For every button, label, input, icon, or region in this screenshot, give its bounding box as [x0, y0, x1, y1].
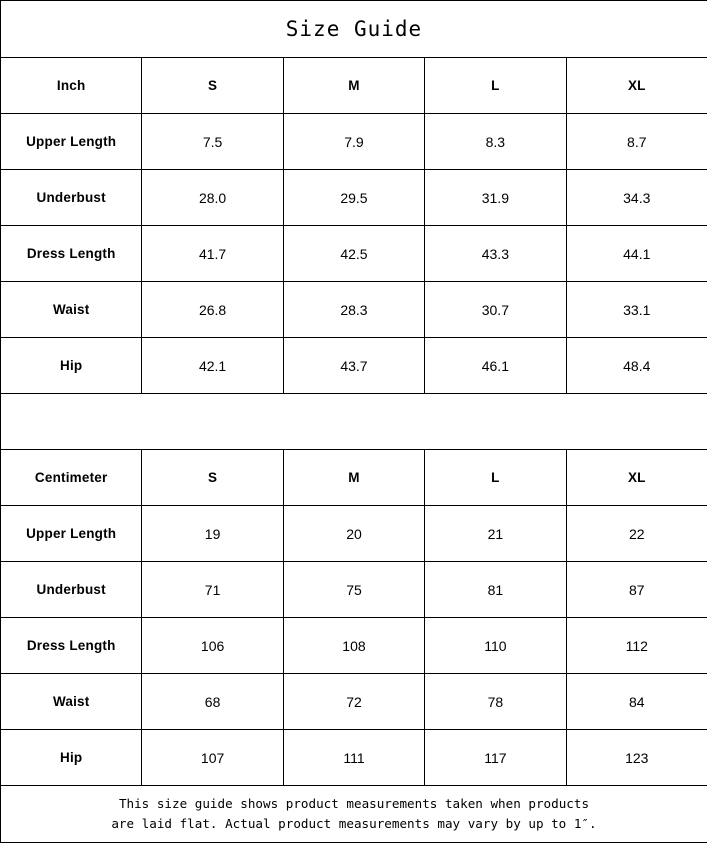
table-row: Underbust 71 75 81 87	[1, 562, 707, 618]
table-row: Hip 42.1 43.7 46.1 48.4	[1, 338, 707, 394]
cell-cm-dress-length-s: 106	[142, 618, 283, 674]
cell-cm-waist-s: 68	[142, 674, 283, 730]
cell-cm-hip-l: 117	[425, 730, 566, 786]
cell-inch-underbust-xl: 34.3	[566, 170, 707, 226]
cell-inch-hip-l: 46.1	[425, 338, 566, 394]
row-label-hip: Hip	[1, 338, 142, 394]
unit-label-inch: Inch	[1, 58, 142, 114]
cell-inch-underbust-m: 29.5	[283, 170, 424, 226]
cell-inch-waist-l: 30.7	[425, 282, 566, 338]
section-spacer	[1, 394, 707, 450]
cell-cm-hip-m: 111	[283, 730, 424, 786]
cell-cm-hip-s: 107	[142, 730, 283, 786]
row-label-underbust: Underbust	[1, 170, 142, 226]
cell-cm-waist-l: 78	[425, 674, 566, 730]
footer-note: This size guide shows product measuremen…	[1, 786, 707, 843]
column-header-l-cm: L	[425, 450, 566, 506]
table-row: Dress Length 106 108 110 112	[1, 618, 707, 674]
cell-inch-underbust-s: 28.0	[142, 170, 283, 226]
column-header-l: L	[425, 58, 566, 114]
cell-cm-upper-length-l: 21	[425, 506, 566, 562]
page-title: Size Guide	[1, 1, 707, 58]
title-row: Size Guide	[1, 1, 707, 58]
centimeter-header-row: Centimeter S M L XL	[1, 450, 707, 506]
cell-inch-dress-length-s: 41.7	[142, 226, 283, 282]
footer-note-row: This size guide shows product measuremen…	[1, 786, 707, 843]
cell-inch-upper-length-m: 7.9	[283, 114, 424, 170]
row-label-waist-cm: Waist	[1, 674, 142, 730]
cell-inch-upper-length-s: 7.5	[142, 114, 283, 170]
row-label-upper-length: Upper Length	[1, 114, 142, 170]
inch-header-row: Inch S M L XL	[1, 58, 707, 114]
table-row: Waist 68 72 78 84	[1, 674, 707, 730]
row-label-dress-length: Dress Length	[1, 226, 142, 282]
cell-cm-dress-length-m: 108	[283, 618, 424, 674]
cell-cm-underbust-s: 71	[142, 562, 283, 618]
table-row: Hip 107 111 117 123	[1, 730, 707, 786]
table-row: Upper Length 7.5 7.9 8.3 8.7	[1, 114, 707, 170]
cell-inch-dress-length-l: 43.3	[425, 226, 566, 282]
cell-cm-underbust-xl: 87	[566, 562, 707, 618]
cell-cm-upper-length-m: 20	[283, 506, 424, 562]
column-header-m: M	[283, 58, 424, 114]
cell-cm-underbust-m: 75	[283, 562, 424, 618]
cell-cm-waist-m: 72	[283, 674, 424, 730]
cell-inch-hip-m: 43.7	[283, 338, 424, 394]
cell-inch-waist-s: 26.8	[142, 282, 283, 338]
cell-cm-underbust-l: 81	[425, 562, 566, 618]
row-label-underbust-cm: Underbust	[1, 562, 142, 618]
row-label-upper-length-cm: Upper Length	[1, 506, 142, 562]
cell-cm-hip-xl: 123	[566, 730, 707, 786]
column-header-s: S	[142, 58, 283, 114]
row-label-dress-length-cm: Dress Length	[1, 618, 142, 674]
table-row: Dress Length 41.7 42.5 43.3 44.1	[1, 226, 707, 282]
cell-inch-upper-length-xl: 8.7	[566, 114, 707, 170]
cell-cm-waist-xl: 84	[566, 674, 707, 730]
table-row: Upper Length 19 20 21 22	[1, 506, 707, 562]
table-row: Underbust 28.0 29.5 31.9 34.3	[1, 170, 707, 226]
cell-inch-dress-length-m: 42.5	[283, 226, 424, 282]
column-header-m-cm: M	[283, 450, 424, 506]
cell-cm-upper-length-xl: 22	[566, 506, 707, 562]
cell-inch-dress-length-xl: 44.1	[566, 226, 707, 282]
cell-inch-hip-s: 42.1	[142, 338, 283, 394]
row-label-waist: Waist	[1, 282, 142, 338]
cell-cm-dress-length-xl: 112	[566, 618, 707, 674]
cell-inch-upper-length-l: 8.3	[425, 114, 566, 170]
column-header-xl-cm: XL	[566, 450, 707, 506]
column-header-s-cm: S	[142, 450, 283, 506]
cell-inch-underbust-l: 31.9	[425, 170, 566, 226]
column-header-xl: XL	[566, 58, 707, 114]
cell-inch-hip-xl: 48.4	[566, 338, 707, 394]
cell-inch-waist-xl: 33.1	[566, 282, 707, 338]
cell-cm-dress-length-l: 110	[425, 618, 566, 674]
cell-cm-upper-length-s: 19	[142, 506, 283, 562]
table-row: Waist 26.8 28.3 30.7 33.1	[1, 282, 707, 338]
cell-inch-waist-m: 28.3	[283, 282, 424, 338]
unit-label-centimeter: Centimeter	[1, 450, 142, 506]
row-label-hip-cm: Hip	[1, 730, 142, 786]
section-spacer-row	[1, 394, 707, 450]
